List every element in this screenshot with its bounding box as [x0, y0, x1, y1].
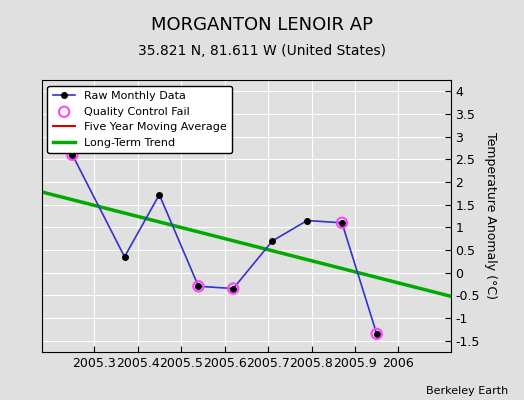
Quality Control Fail — [194, 283, 203, 290]
Text: 35.821 N, 81.611 W (United States): 35.821 N, 81.611 W (United States) — [138, 44, 386, 58]
Raw Monthly Data — [122, 254, 128, 259]
Raw Monthly Data — [269, 238, 276, 243]
Raw Monthly Data — [374, 332, 380, 336]
Quality Control Fail — [68, 152, 77, 158]
Raw Monthly Data — [339, 220, 345, 225]
Raw Monthly Data — [69, 152, 75, 157]
Raw Monthly Data — [156, 192, 162, 197]
Quality Control Fail — [373, 331, 381, 337]
Y-axis label: Temperature Anomaly (°C): Temperature Anomaly (°C) — [484, 132, 497, 300]
Raw Monthly Data — [304, 218, 310, 223]
Text: Berkeley Earth: Berkeley Earth — [426, 386, 508, 396]
Raw Monthly Data — [230, 286, 236, 291]
Line: Raw Monthly Data: Raw Monthly Data — [70, 152, 379, 337]
Quality Control Fail — [338, 220, 346, 226]
Text: MORGANTON LENOIR AP: MORGANTON LENOIR AP — [151, 16, 373, 34]
Legend: Raw Monthly Data, Quality Control Fail, Five Year Moving Average, Long-Term Tren: Raw Monthly Data, Quality Control Fail, … — [48, 86, 233, 153]
Quality Control Fail — [229, 285, 237, 292]
Raw Monthly Data — [195, 284, 202, 289]
